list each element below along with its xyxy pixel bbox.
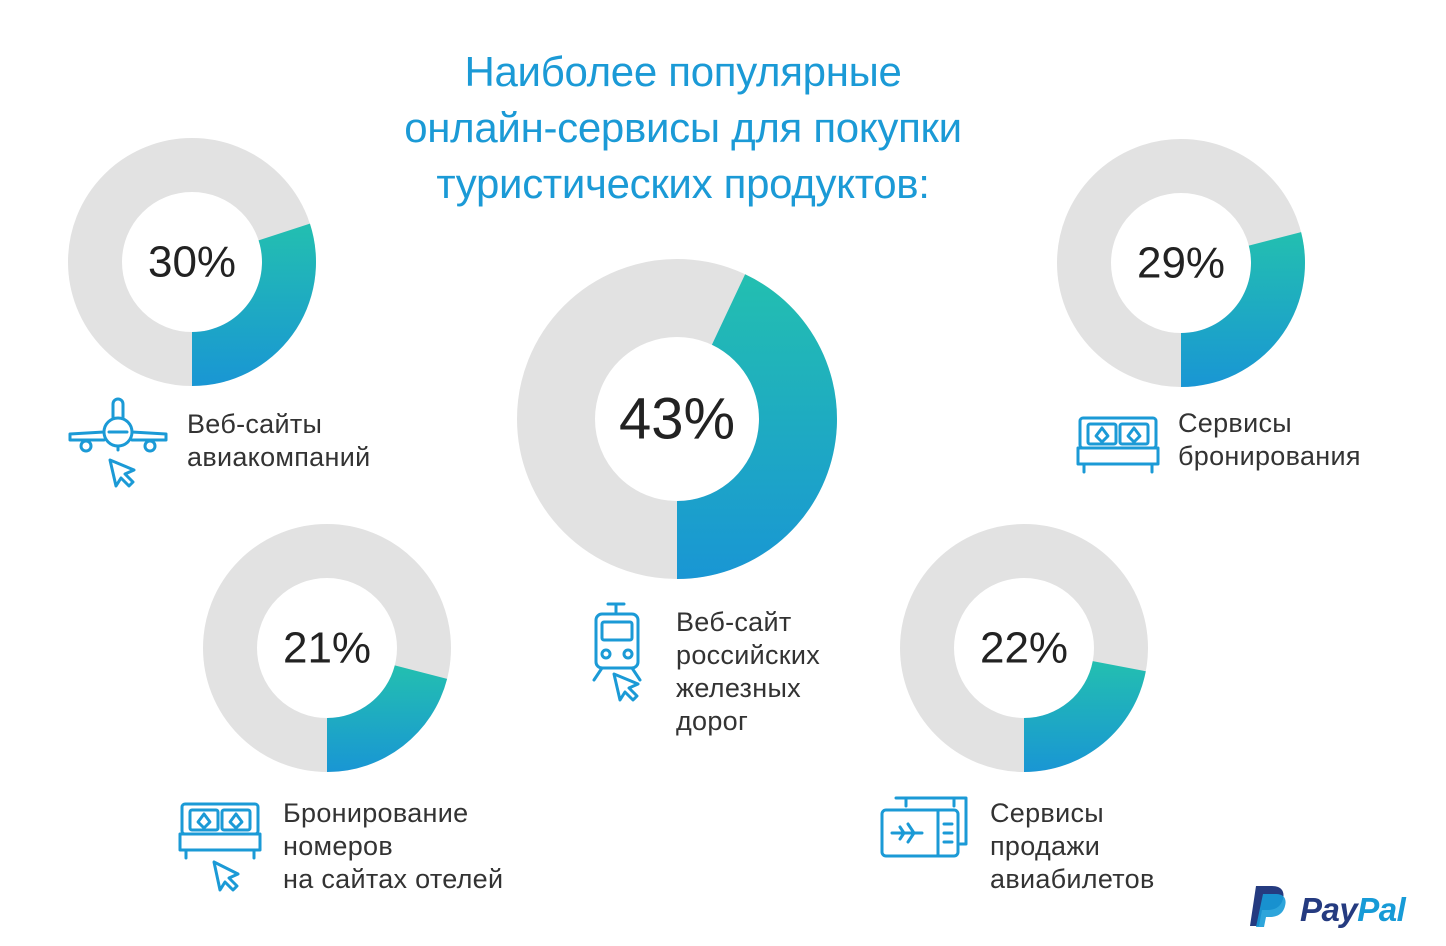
train-icon [592,602,642,702]
title-line-2: онлайн-сервисы для покупки [404,104,962,151]
label-line: железных [676,673,801,703]
airplane-icon [68,397,168,488]
donut-track [203,524,451,772]
title-line-1: Наиболее популярные [464,48,902,95]
donut-hotel-rooms: 21% [203,524,451,772]
label-line: авиабилетов [990,864,1155,894]
paypal-wordmark: PayPal [1300,891,1406,929]
paypal-wordmark-pay: Pay [1300,891,1358,928]
ticket-icon [880,796,968,858]
label-hotel-rooms: Бронирование номеров на сайтах отелей [283,797,503,896]
chart-title: Наиболее популярные онлайн-сервисы для п… [0,44,1366,212]
bed-icon [178,802,262,892]
label-line: бронирования [1178,441,1361,471]
label-line: номеров [283,831,393,861]
label-airline-websites: Веб-сайты авиакомпаний [187,408,370,474]
label-air-tickets: Сервисы продажи авиабилетов [990,797,1155,896]
label-line: Веб-сайт [676,607,792,637]
label-line: дорог [676,706,749,736]
donut-value-label: 29% [1137,239,1225,288]
label-railway-website: Веб-сайт российских железных дорог [676,606,820,738]
label-line: продажи [990,831,1101,861]
donut-railway-website: 43% [517,259,837,580]
donut-value-arc [1024,661,1146,772]
donut-value-arc [327,665,448,772]
paypal-logo-icon [1250,886,1286,927]
cursor-icon [108,458,136,488]
donut-value-arc [677,274,837,580]
title-line-3: туристических продуктов: [436,160,930,207]
donut-air-tickets: 22% [900,524,1148,772]
label-line: авиакомпаний [187,442,371,472]
cursor-icon [212,860,240,892]
label-line: Веб-сайты [187,409,323,439]
label-line: на сайтах отелей [283,864,504,894]
donut-track [900,524,1148,772]
donut-value-arc [1181,232,1305,387]
cursor-icon [612,672,640,702]
paypal-wordmark-pal: Pal [1357,891,1406,928]
donut-airline-websites: 30% [68,138,316,387]
donut-value-label: 30% [148,238,236,287]
donut-value-label: 22% [980,624,1068,673]
donut-value-label: 43% [619,387,735,452]
label-line: Сервисы [990,798,1104,828]
label-line: Сервисы [1178,408,1292,438]
donut-booking-services: 29% [1057,139,1305,387]
label-booking-services: Сервисы бронирования [1178,407,1361,473]
donut-value-label: 21% [283,624,371,673]
bed-icon [1076,416,1160,474]
label-line: российских [676,640,821,670]
donut-value-arc [192,223,316,387]
label-line: Бронирование [283,798,469,828]
